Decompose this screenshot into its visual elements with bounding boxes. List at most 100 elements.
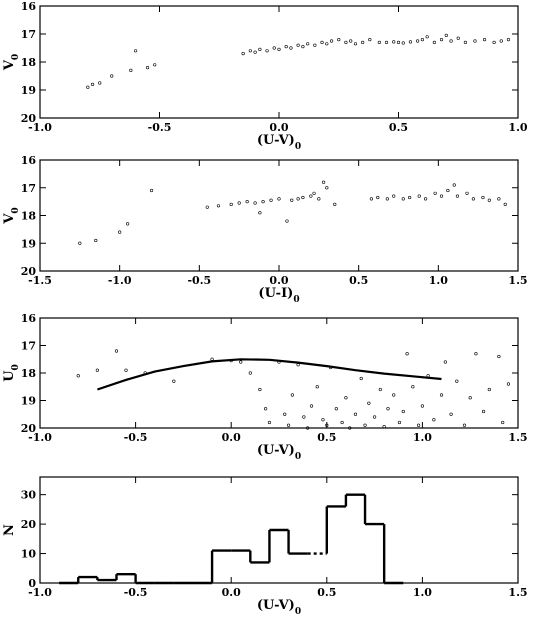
- plot-frame: [39, 317, 519, 429]
- x-tick-label: 1.0: [429, 274, 448, 287]
- data-point: [385, 197, 389, 201]
- data-point: [408, 40, 413, 44]
- data-point: [277, 197, 281, 201]
- x-axis-label: (U-V)0: [257, 443, 301, 462]
- data-point: [417, 194, 421, 198]
- data-point: [325, 423, 329, 427]
- y-tick-label: 0: [28, 577, 36, 590]
- x-axis-label: (U-V)0: [257, 598, 301, 617]
- plot-frame: [39, 5, 519, 119]
- data-point: [367, 401, 371, 405]
- y-tick-label: 18: [21, 56, 37, 69]
- x-tick-label: 0.0: [222, 431, 241, 444]
- data-point: [325, 42, 329, 46]
- data-point: [384, 40, 389, 45]
- y-axis-label: U0: [2, 364, 21, 382]
- data-point: [446, 188, 450, 193]
- data-point: [397, 420, 402, 425]
- data-point: [423, 197, 428, 201]
- data-point: [313, 43, 317, 47]
- data-point: [473, 39, 477, 43]
- data-point: [420, 37, 425, 42]
- plot-frame: [39, 476, 519, 584]
- data-point: [382, 425, 386, 429]
- y-tick-label: 16: [21, 0, 37, 13]
- data-point: [392, 393, 396, 397]
- x-axis-label: (U-V)0: [257, 133, 301, 152]
- data-point: [76, 374, 80, 378]
- data-point: [376, 195, 380, 200]
- data-point: [443, 360, 447, 364]
- data-point: [302, 415, 306, 419]
- data-point: [145, 65, 150, 70]
- data-point: [258, 387, 262, 392]
- x-tick-label: 0.0: [269, 121, 288, 134]
- data-point: [296, 43, 300, 47]
- data-point: [349, 39, 353, 43]
- data-point: [416, 39, 420, 43]
- data-point: [462, 423, 467, 427]
- panel-2: -1.5 -1.0 -0.5 0.0 0.5 1.0 1.5 16 17 18 19 20 (U-I)0…: [2, 154, 528, 305]
- data-point: [481, 409, 486, 414]
- data-point: [306, 426, 310, 430]
- y-tick-label: 30: [21, 489, 37, 502]
- data-point: [98, 81, 102, 85]
- y-tick-label: 16: [21, 154, 37, 167]
- y-tick-label: 20: [21, 422, 37, 435]
- panel-3: -1.0 -0.5 0.0 0.5 1.0 1.5 16 17 18 19 20 (U-V)0 U0: [2, 312, 528, 462]
- y-tick-label: 18: [21, 210, 37, 223]
- data-point: [86, 85, 90, 89]
- data-point: [172, 379, 176, 383]
- data-point: [433, 191, 437, 195]
- data-point: [369, 197, 374, 201]
- data-point: [506, 37, 511, 42]
- data-point: [449, 39, 453, 43]
- data-point: [290, 198, 294, 202]
- data-point: [463, 40, 468, 45]
- data-point: [126, 222, 130, 226]
- data-point: [329, 39, 334, 43]
- data-point: [499, 39, 503, 43]
- data-point: [405, 352, 409, 356]
- y-tick-label: 19: [21, 237, 36, 250]
- data-point: [237, 201, 241, 205]
- data-point: [471, 197, 475, 201]
- data-point: [309, 404, 314, 408]
- data-point: [449, 412, 453, 416]
- y-tick-label: 17: [21, 28, 36, 41]
- data-point: [386, 407, 390, 411]
- y-axis-label: V0: [2, 207, 21, 224]
- data-point: [444, 33, 448, 38]
- y-tick-label: 16: [21, 312, 37, 325]
- y-tick-label: 20: [21, 112, 37, 125]
- y-tick-label: 17: [21, 182, 36, 195]
- data-point: [378, 387, 382, 392]
- x-tick-label: 1.5: [508, 274, 527, 287]
- data-point: [337, 37, 341, 42]
- data-point: [456, 36, 460, 40]
- y-tick-label: 19: [21, 84, 36, 97]
- data-point: [497, 197, 501, 201]
- data-point: [289, 46, 293, 50]
- data-point: [312, 191, 316, 195]
- y-axis-label: V0: [2, 54, 21, 71]
- x-tick-label: -1.0: [28, 586, 52, 599]
- data-point: [506, 382, 511, 386]
- data-point: [284, 44, 288, 49]
- y-tick-label: 10: [21, 548, 37, 561]
- panel-4: -1.0 -0.5 0.0 0.5 1.0 1.5 0 10 20 30 (U-V)0 N: [2, 476, 528, 617]
- data-point: [340, 420, 344, 425]
- data-point: [497, 354, 501, 359]
- data-point: [359, 376, 363, 381]
- x-tick-label: 1.5: [508, 431, 527, 444]
- data-point: [392, 194, 396, 198]
- data-point: [296, 197, 300, 201]
- x-tick-label: 0.5: [317, 586, 336, 599]
- data-point: [487, 387, 491, 392]
- data-point: [264, 407, 268, 411]
- data-point: [401, 409, 405, 414]
- x-tick-label: -0.5: [187, 274, 211, 287]
- data-point: [392, 40, 396, 44]
- data-point: [277, 47, 281, 52]
